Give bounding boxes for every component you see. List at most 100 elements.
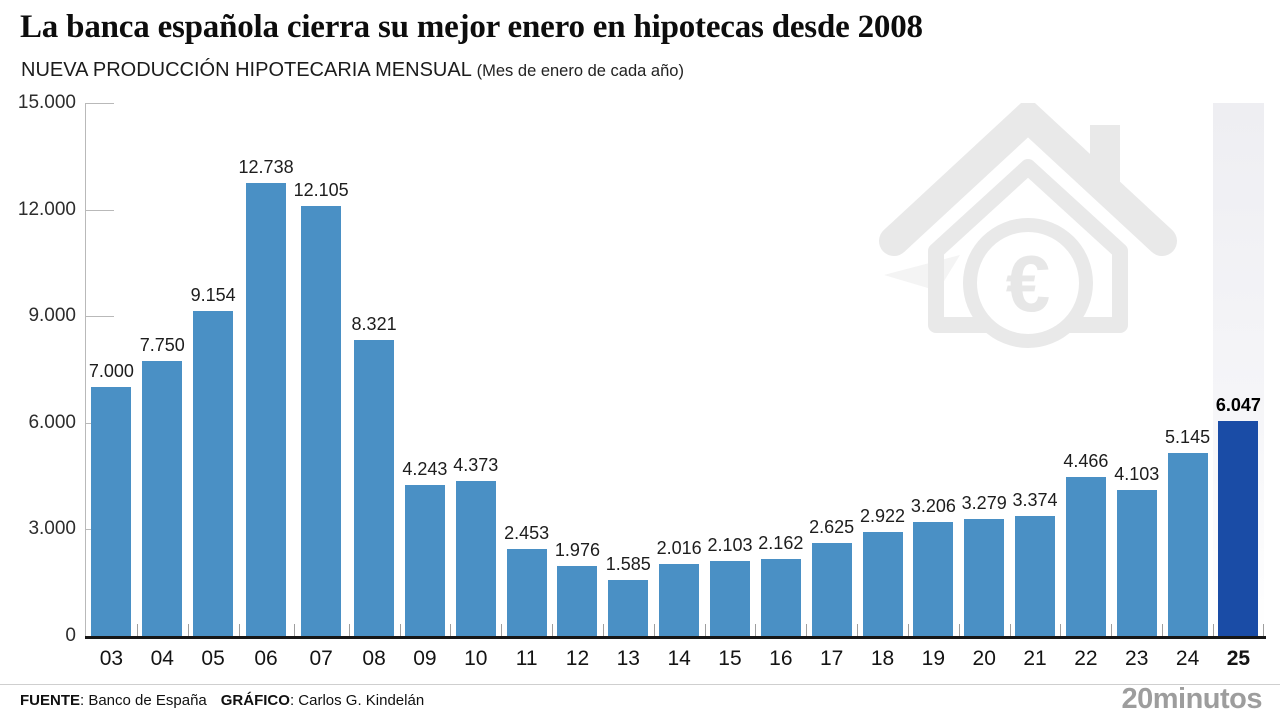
bar-value-label: 1.976: [554, 540, 600, 560]
bar-column-06: 12.738 06: [238, 103, 294, 670]
bar-column-10: 4.373 10: [450, 103, 501, 670]
bar-column-25: 6.047 25: [1213, 103, 1264, 670]
bar-13: [608, 580, 649, 636]
bar-value-label: 2.922: [859, 506, 906, 526]
x-axis-label: 03: [99, 647, 124, 670]
x-axis-label: 20: [972, 647, 996, 670]
bar-18: [862, 532, 903, 636]
bar-25: [1218, 421, 1259, 636]
x-axis-label: 08: [362, 647, 386, 670]
bar-value-label: 2.625: [809, 517, 855, 537]
bar-column-04: 7.750 04: [136, 103, 188, 670]
bar-column-15: 2.103 15: [704, 103, 756, 670]
bar-value-label: 4.103: [1114, 464, 1160, 484]
y-tick-label: 15.000: [17, 92, 76, 113]
bar-column-03: 7.000 03: [86, 103, 137, 670]
bar-21: [1015, 516, 1056, 636]
bar-value-label: 1.585: [605, 554, 651, 574]
bar-value-label: 3.374: [1012, 490, 1058, 510]
bar-15: [709, 561, 750, 636]
y-tick-label: 3.000: [28, 518, 76, 540]
page-title: La banca española cierra su mejor enero …: [20, 9, 923, 45]
bar-value-label: 7.750: [139, 335, 185, 355]
bar-column-08: 8.321 08: [348, 103, 400, 670]
bar-column-22: 4.466 22: [1060, 103, 1111, 670]
bar-value-label: 12.105: [293, 180, 349, 200]
x-axis-label: 14: [667, 647, 691, 670]
bar-07: [301, 206, 342, 636]
bar-06: [246, 183, 287, 636]
chart-subtitle: NUEVA PRODUCCIÓN HIPOTECARIA MENSUAL (Me…: [21, 59, 684, 82]
bar-10: [455, 481, 496, 636]
x-axis-line: [85, 636, 1266, 639]
y-tick-label: 6.000: [28, 411, 76, 433]
bar-column-12: 1.976 12: [552, 103, 603, 670]
bar-value-label: 2.162: [758, 533, 804, 553]
bar-03: [91, 387, 132, 636]
bar-column-07: 12.105 07: [293, 103, 349, 670]
bar-value-label: 9.154: [190, 285, 236, 305]
bar-12: [557, 566, 598, 636]
bar-05: [193, 311, 234, 636]
chart-subtitle-main: NUEVA PRODUCCIÓN HIPOTECARIA MENSUAL: [21, 59, 472, 81]
x-axis-label: 05: [201, 647, 225, 670]
bar-value-label: 8.321: [351, 314, 397, 334]
bar-16: [760, 559, 801, 636]
source-label: FUENTE: [20, 692, 80, 709]
chart-subtitle-note: (Mes de enero de cada año): [476, 62, 684, 80]
x-axis-label: 12: [565, 647, 590, 670]
x-axis-label: 23: [1125, 647, 1149, 670]
bar-19: [913, 522, 954, 636]
y-tick-label: 0: [65, 625, 76, 646]
x-axis-label: 04: [150, 647, 174, 670]
bar-column-18: 2.922 18: [857, 103, 908, 670]
bar-column-20: 3.279 20: [958, 103, 1010, 670]
x-axis-label: 11: [515, 647, 538, 670]
bar-11: [506, 549, 547, 636]
source-value: : Banco de España: [80, 692, 207, 709]
bar-column-16: 2.162 16: [755, 103, 806, 670]
x-axis-label: 07: [309, 647, 333, 670]
bar-column-09: 4.243 09: [399, 103, 451, 670]
x-axis-label: 22: [1074, 647, 1098, 670]
bar-column-05: 9.154 05: [187, 103, 239, 670]
footer-divider: [0, 684, 1280, 685]
y-tick-mark: [86, 103, 114, 104]
bar-22: [1065, 477, 1106, 636]
bar-column-13: 1.585 13: [602, 103, 654, 670]
x-axis-label: 09: [413, 647, 437, 670]
y-axis-line: [85, 103, 86, 638]
x-axis-label: 15: [718, 647, 742, 670]
bar-column-17: 2.625 17: [806, 103, 857, 670]
bar-column-14: 2.016 14: [653, 103, 705, 670]
bar-24: [1167, 453, 1208, 636]
bar-value-label: 2.103: [707, 535, 753, 555]
bar-17: [811, 543, 852, 636]
bar-04: [142, 361, 183, 636]
plot-area: 7.000 03 7.750 04 9.154 05 12.738 06 12.105 07 8.3…: [86, 103, 1264, 670]
bar-value-label: 7.000: [88, 361, 134, 381]
x-axis-label: 13: [616, 647, 640, 670]
bar-value-label: 3.206: [910, 496, 956, 516]
bar-value-label: 3.279: [961, 493, 1007, 513]
bar-value-label: 4.243: [402, 459, 448, 479]
bar-20: [964, 519, 1005, 636]
bar-value-label: 6.047: [1215, 395, 1261, 415]
bar-08: [354, 340, 395, 636]
bar-column-21: 3.374 21: [1009, 103, 1061, 670]
bar-column-19: 3.206 19: [907, 103, 959, 670]
x-axis-label: 18: [870, 647, 895, 670]
bar-value-label: 4.373: [453, 455, 499, 475]
bar-column-24: 5.145 24: [1162, 103, 1213, 670]
credit-label: GRÁFICO: [220, 692, 290, 709]
x-axis-label: 16: [769, 647, 793, 670]
bar-value-label: 12.738: [238, 157, 294, 177]
bar-value-label: 2.016: [656, 538, 702, 558]
bar-value-label: 2.453: [504, 523, 550, 543]
y-tick-label: 9.000: [28, 305, 76, 327]
x-axis-label: 25: [1226, 647, 1251, 670]
x-axis-label: 10: [464, 647, 488, 670]
20minutos-logo: 20minutos: [1121, 683, 1262, 715]
y-tick-label: 12.000: [17, 198, 76, 220]
